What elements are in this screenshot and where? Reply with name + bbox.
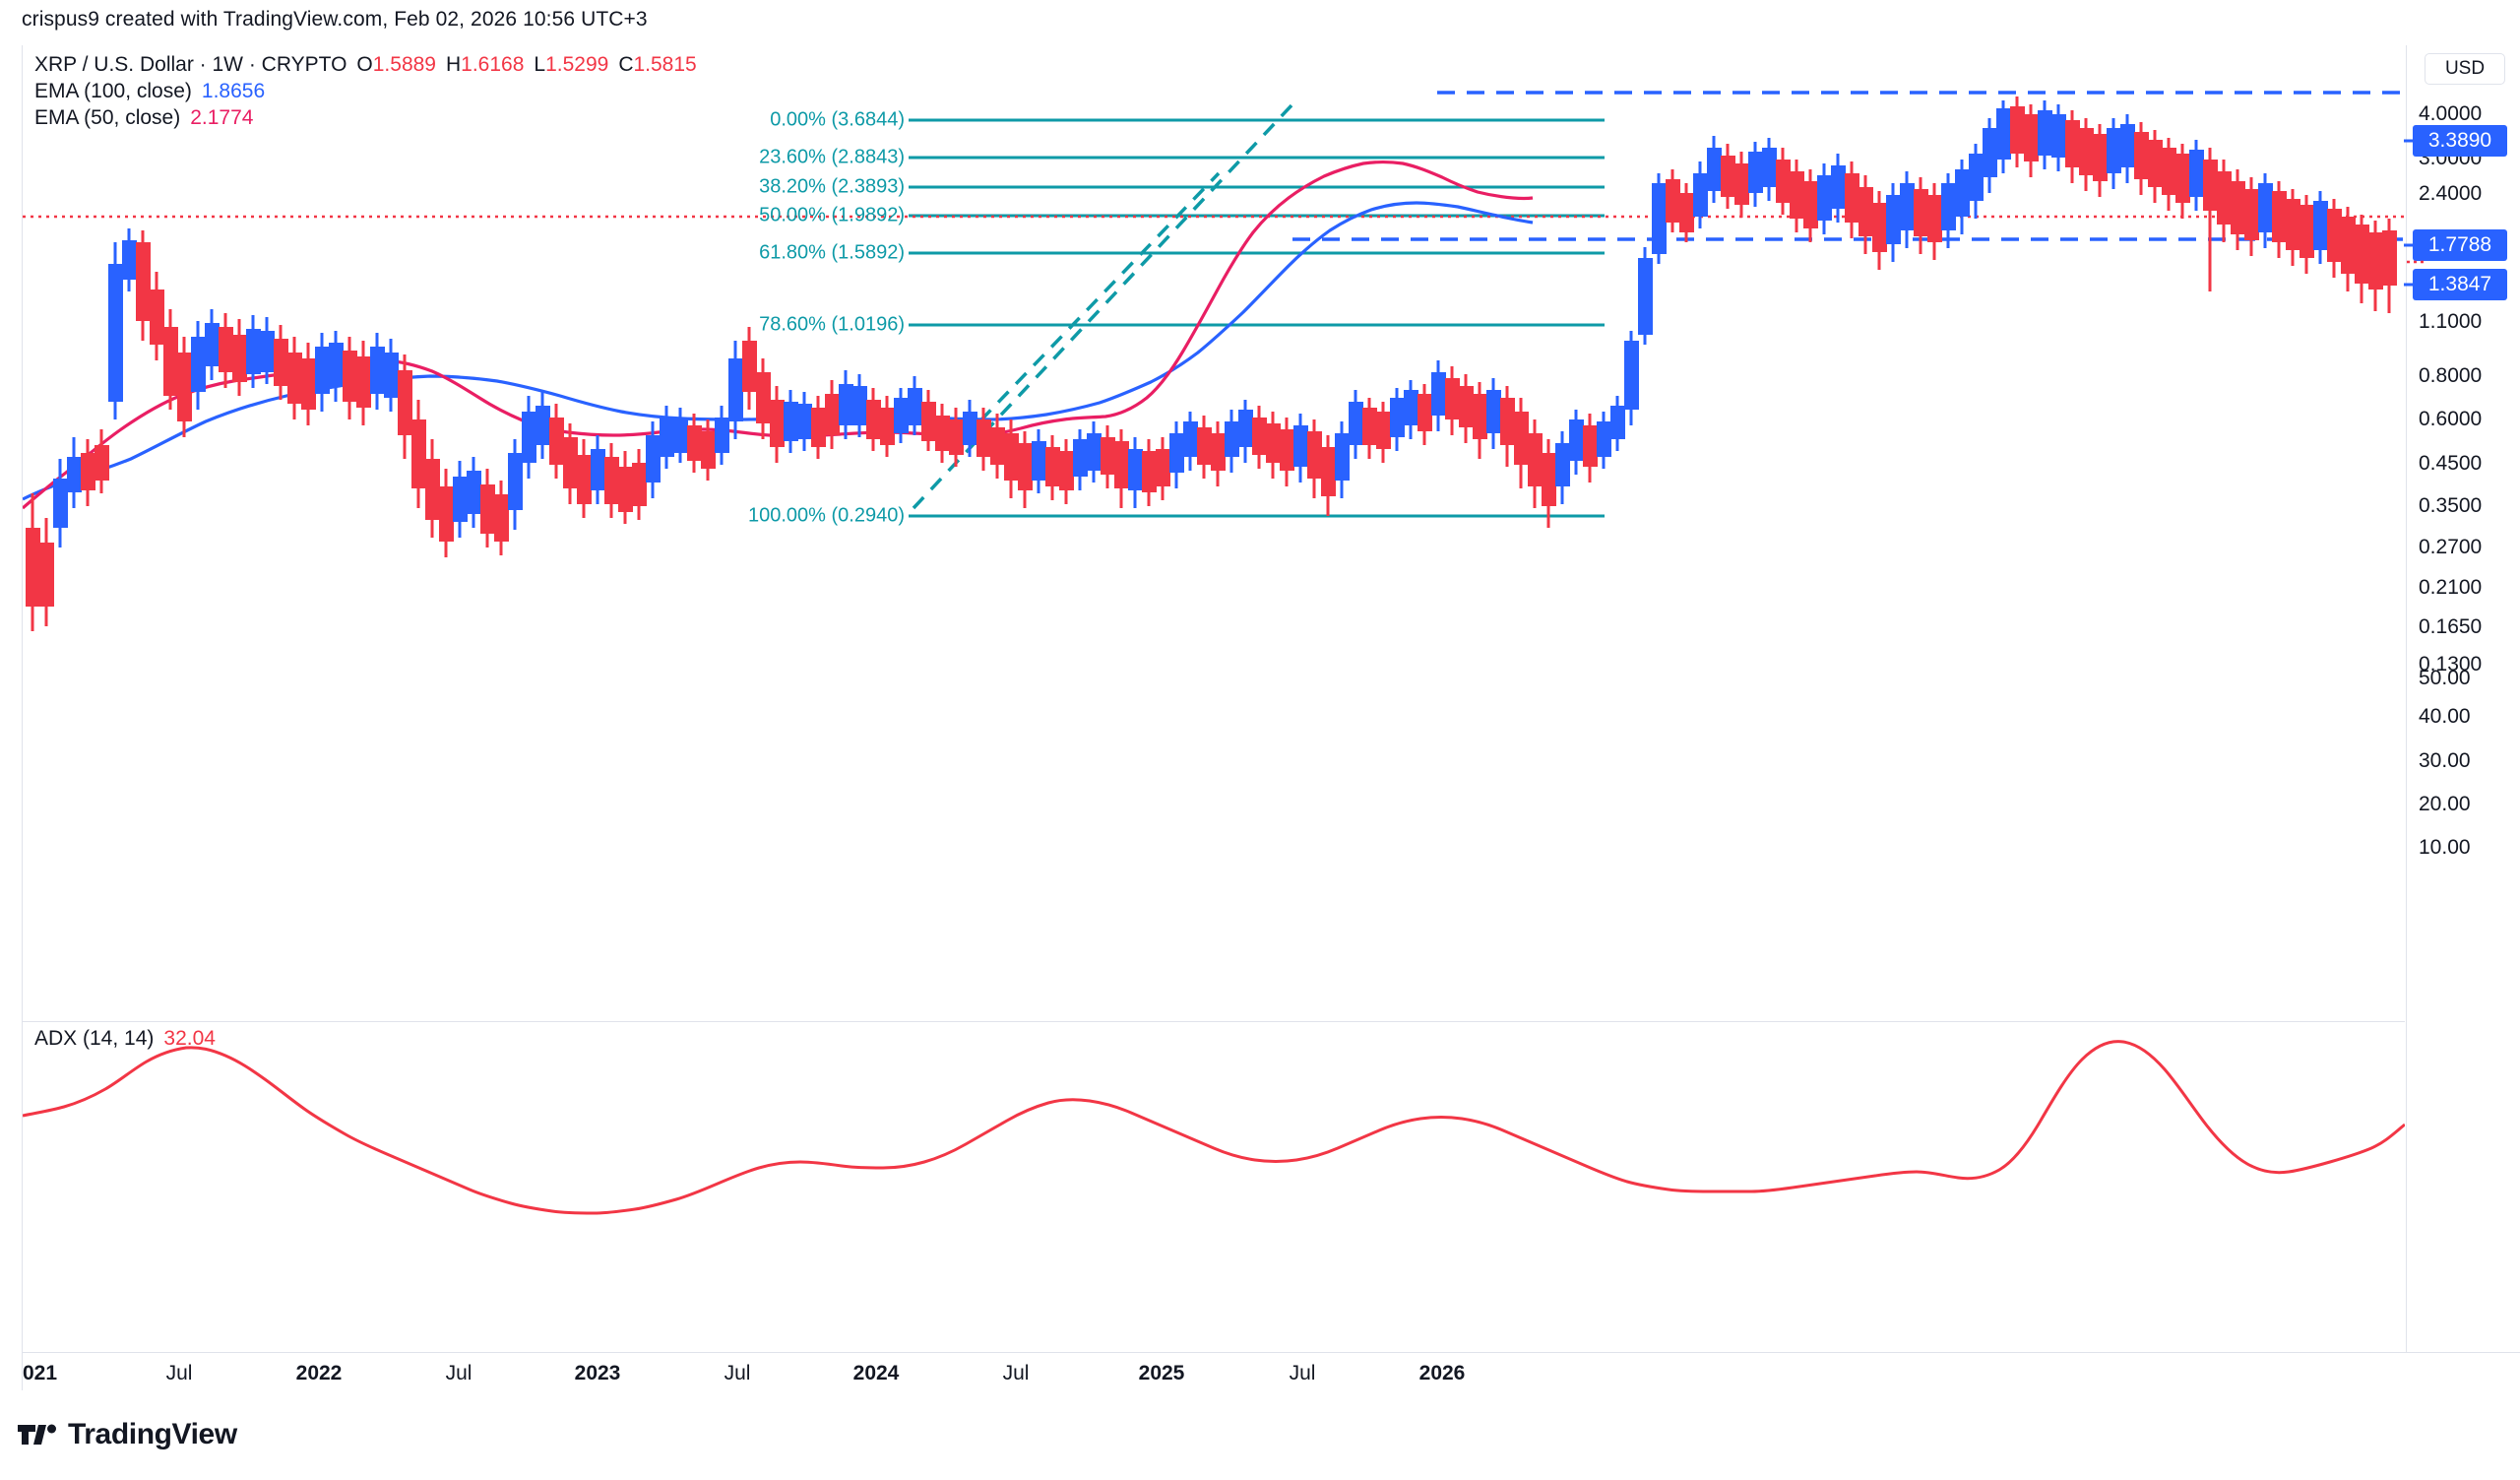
adx-chart-canvas[interactable]: [23, 1022, 2405, 1351]
candlestick-series: [26, 97, 2397, 631]
price-tick-0-2700: 0.2700: [2419, 536, 2483, 558]
badge-tick-icon: [2404, 243, 2416, 247]
badge-tick-icon: [2404, 283, 2416, 287]
price-badge-resistance-label: 3.3890: [2427, 129, 2492, 152]
attribution-text: crispus9 created with TradingView.com, F…: [22, 8, 648, 31]
chart-frame: XRP / U.S. Dollar · 1W · CRYPTO O1.5889 H1…: [22, 45, 2520, 1390]
time-tick-jul-2021: Jul: [165, 1362, 193, 1384]
price-tick-1-1000: 1.1000: [2419, 310, 2483, 333]
ascending-trendline-2: [961, 171, 1221, 441]
price-badge-ema-label: 1.7788: [2427, 233, 2492, 256]
adx-value: 32.04: [163, 1027, 216, 1050]
time-tick-2022: 2022: [295, 1362, 343, 1384]
time-tick-jul-2022: Jul: [445, 1362, 472, 1384]
adx-tick-30: 30.00: [2419, 749, 2471, 772]
ascending-trendline: [912, 102, 1294, 510]
price-tick-0-3500: 0.3500: [2419, 494, 2483, 517]
fib-label-382: 38.20% (2.3893): [759, 175, 905, 198]
fib-label-236: 23.60% (2.8843): [759, 146, 905, 168]
adx-line: [23, 1040, 2405, 1215]
fib-label-1000: 100.00% (0.2940): [747, 504, 905, 527]
adx-tick-40: 40.00: [2419, 705, 2471, 728]
trendline-group: [912, 102, 1294, 510]
price-tick-0-2100: 0.2100: [2419, 576, 2483, 599]
time-tick-2026: 2026: [1418, 1362, 1466, 1384]
tradingview-logo[interactable]: TradingView: [18, 1418, 237, 1451]
time-tick-jul-2024: Jul: [1002, 1362, 1030, 1384]
support-resistance-lines: [1292, 91, 2405, 241]
price-badge-resistance[interactable]: 3.3890: [2404, 125, 2507, 157]
adx-tick-50: 50.00: [2419, 667, 2471, 689]
price-tick-0-6000: 0.6000: [2419, 408, 2483, 430]
adx-tick-10: 10.00: [2419, 836, 2471, 859]
fib-label-786: 78.60% (1.0196): [759, 313, 905, 336]
time-tick-2021: 021: [23, 1362, 58, 1384]
fib-label-500: 50.00% (1.9892): [759, 204, 905, 226]
time-tick-2024: 2024: [852, 1362, 900, 1384]
tradingview-mark-icon: [18, 1424, 56, 1445]
adx-label: ADX (14, 14): [34, 1027, 155, 1050]
tradingview-wordmark: TradingView: [68, 1418, 237, 1450]
price-tick-0-8000: 0.8000: [2419, 364, 2483, 387]
price-tick-4-0000: 4.0000: [2419, 102, 2483, 125]
adx-tick-20: 20.00: [2419, 793, 2471, 815]
price-tick-2-4000: 2.4000: [2419, 182, 2483, 205]
time-tick-2023: 2023: [574, 1362, 621, 1384]
fib-label-0: 0.00% (3.6844): [770, 108, 905, 131]
price-tick-0-1300: 0.1300: [2419, 653, 2483, 676]
price-pane[interactable]: XRP / U.S. Dollar · 1W · CRYPTO O1.5889 H1…: [23, 45, 2405, 1020]
price-axis-overlay: [2407, 260, 2426, 264]
price-tick-0-4500: 0.4500: [2419, 452, 2483, 475]
price-axis[interactable]: USD 4.0000 3.0000 2.4000 1.1000 0.8000 0…: [2404, 45, 2520, 1352]
adx-pane[interactable]: ADX (14, 14) 32.04: [23, 1021, 2405, 1351]
price-badge-ema[interactable]: 1.7788: [2404, 229, 2507, 261]
adx-legend[interactable]: ADX (14, 14) 32.04: [34, 1027, 216, 1051]
currency-unit-badge[interactable]: USD: [2425, 53, 2505, 85]
price-chart-canvas[interactable]: [23, 45, 2405, 1020]
time-axis[interactable]: 021 Jul 2022 Jul 2023 Jul 2024 Jul 2025 …: [23, 1352, 2520, 1390]
price-badge-support[interactable]: 1.3847: [2404, 269, 2507, 300]
time-tick-jul-2023: Jul: [724, 1362, 751, 1384]
badge-tick-icon: [2404, 139, 2416, 143]
time-tick-2025: 2025: [1138, 1362, 1185, 1384]
price-badge-support-label: 1.3847: [2427, 273, 2492, 295]
fib-label-618: 61.80% (1.5892): [759, 241, 905, 264]
time-tick-jul-2025: Jul: [1289, 1362, 1316, 1384]
price-tick-0-1650: 0.1650: [2419, 615, 2483, 638]
